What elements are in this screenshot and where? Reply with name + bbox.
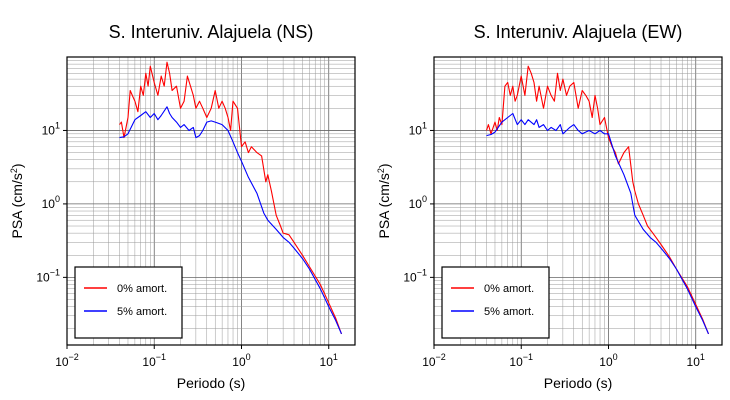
legend-label-0: 0% amort. xyxy=(484,283,534,295)
x-tick-label: 10−1 xyxy=(142,352,166,369)
legend-box xyxy=(74,266,183,339)
y-tick-label: 100 xyxy=(409,194,427,211)
series-line-0pct xyxy=(485,65,710,335)
plot-frame xyxy=(66,56,356,346)
x-axis-label: Periodo (s) xyxy=(544,375,612,391)
legend: 0% amort. 5% amort. xyxy=(441,266,550,339)
x-tick-labels: 10−2 10−1 100 101 xyxy=(55,345,338,369)
legend-box xyxy=(441,266,550,339)
x-tick-label: 101 xyxy=(320,352,338,369)
y-tick-labels: 10−1 100 101 xyxy=(36,120,67,284)
legend-label-1: 5% amort. xyxy=(117,306,167,318)
x-tick-labels: 10−2 10−1 100 101 xyxy=(422,345,705,369)
chart-title: S. Interuniv. Alajuela (NS) xyxy=(109,22,314,42)
chart-panel-ew: S. Interuniv. Alajuela (EW) 10−2 10−1 100 1… xyxy=(376,22,723,391)
x-tick-label: 10−2 xyxy=(55,352,79,369)
y-tick-label: 100 xyxy=(42,194,60,211)
x-tick-label: 101 xyxy=(687,352,705,369)
series-line-5pct xyxy=(119,106,343,335)
legend-label-0: 0% amort. xyxy=(117,283,167,295)
y-tick-label: 101 xyxy=(42,120,60,137)
x-tick-label: 10−1 xyxy=(509,352,533,369)
y-tick-labels: 10−1 100 101 xyxy=(403,120,434,284)
x-tick-label: 100 xyxy=(232,352,250,369)
grid xyxy=(66,56,356,345)
y-tick-label: 10−1 xyxy=(403,267,427,284)
y-axis-label: PSA (cm/s2) xyxy=(9,163,25,238)
series-line-0pct xyxy=(119,61,343,335)
series-line-5pct xyxy=(486,112,710,335)
x-tick-label: 10−2 xyxy=(422,352,446,369)
plot-area xyxy=(119,61,343,335)
x-tick-label: 100 xyxy=(599,352,617,369)
plot-area xyxy=(485,65,710,335)
y-tick-label: 101 xyxy=(409,120,427,137)
y-axis-label: PSA (cm/s2) xyxy=(376,163,392,238)
y-tick-label: 10−1 xyxy=(36,267,60,284)
legend-label-1: 5% amort. xyxy=(484,306,534,318)
chart-panel-ns: S. Interuniv. Alajuela (NS) 10−2 10−1 100 1… xyxy=(9,22,356,391)
x-axis-label: Periodo (s) xyxy=(177,375,245,391)
legend: 0% amort. 5% amort. xyxy=(74,266,183,339)
chart-title: S. Interuniv. Alajuela (EW) xyxy=(474,22,683,42)
plot-frame xyxy=(433,56,723,346)
